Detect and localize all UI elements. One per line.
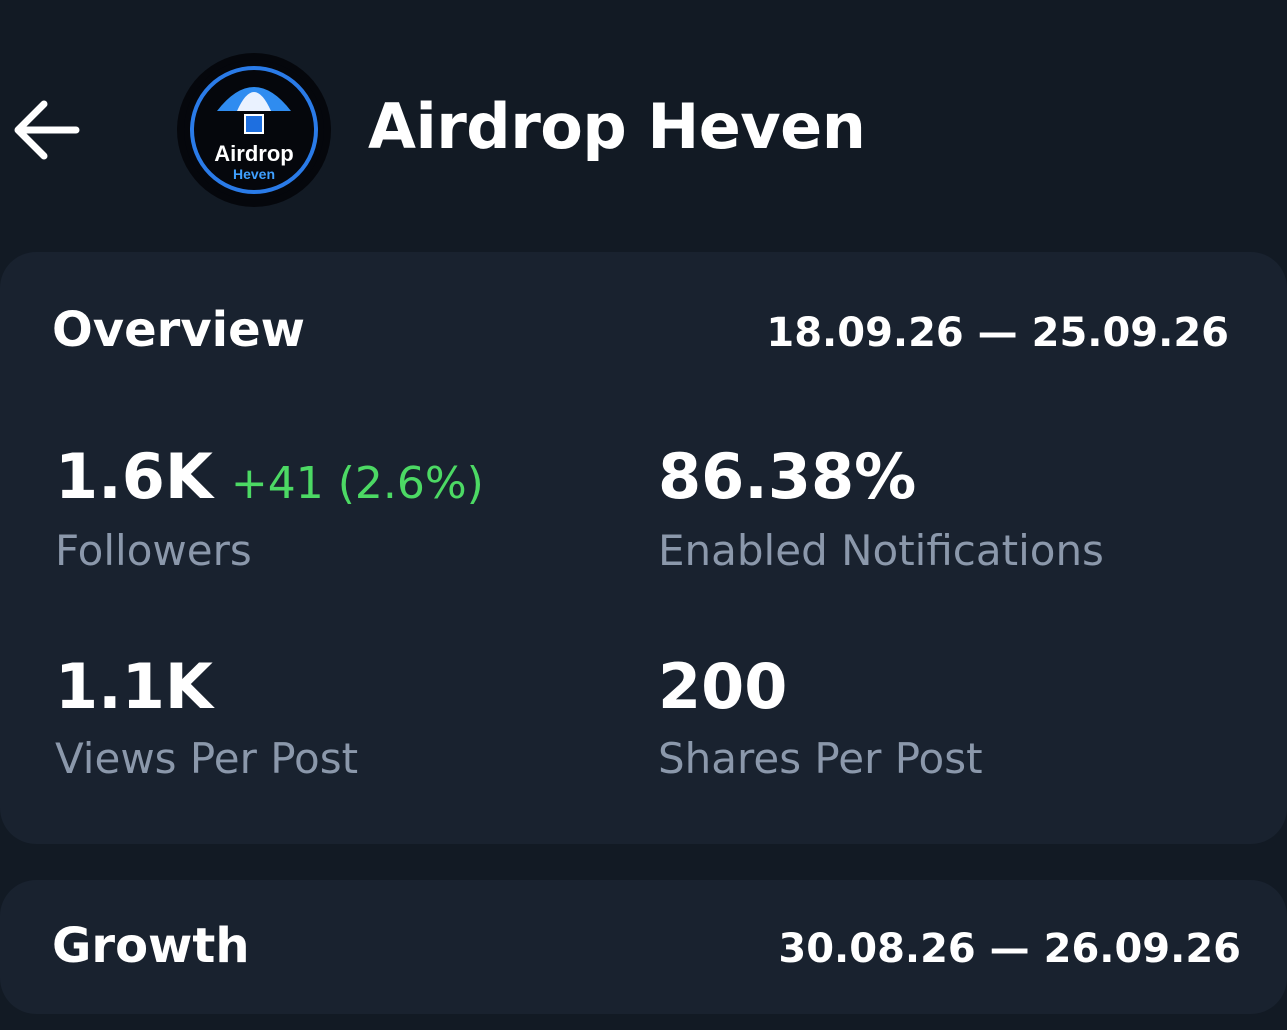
stat-label: Followers xyxy=(55,526,252,575)
stat-label: Enabled Notifications xyxy=(658,526,1104,575)
avatar-text: Airdrop xyxy=(214,141,293,166)
section-title: Growth xyxy=(52,918,250,974)
section-title: Overview xyxy=(52,302,305,358)
date-range: 30.08.26 — 26.09.26 xyxy=(778,926,1241,972)
date-range: 18.09.26 — 25.09.26 xyxy=(766,310,1229,356)
stat-label: Shares Per Post xyxy=(658,734,983,783)
stat-value: 1.1K xyxy=(55,650,213,723)
stat-value: 200 xyxy=(658,650,788,723)
value-text: 1.6K xyxy=(55,440,213,513)
stat-label: Views Per Post xyxy=(55,734,359,783)
header: Airdrop Heven Airdrop Heven xyxy=(0,0,1287,250)
stat-value: 1.6K +41 (2.6%) xyxy=(55,440,484,513)
avatar[interactable]: Airdrop Heven xyxy=(177,53,331,207)
growth-card: Growth 30.08.26 — 26.09.26 xyxy=(0,880,1287,1014)
stat-value: 86.38% xyxy=(658,440,917,513)
channel-title: Airdrop Heven xyxy=(368,90,866,163)
overview-card: Overview 18.09.26 — 25.09.26 1.6K +41 (2.… xyxy=(0,252,1287,844)
stat-delta: +41 (2.6%) xyxy=(230,458,484,509)
avatar-subtext: Heven xyxy=(233,166,275,182)
back-button[interactable] xyxy=(10,95,90,165)
